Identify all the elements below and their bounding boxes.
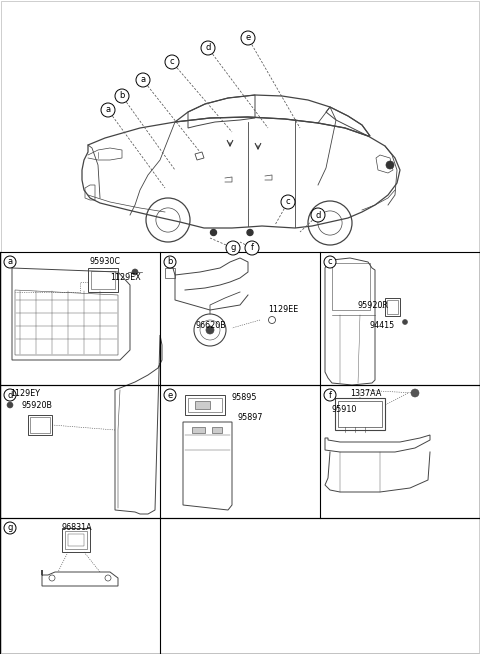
- Text: b: b: [168, 258, 173, 266]
- Circle shape: [201, 41, 215, 55]
- Text: 95930C: 95930C: [90, 256, 121, 266]
- Circle shape: [411, 389, 419, 397]
- Text: g: g: [7, 523, 12, 532]
- Text: 96620B: 96620B: [195, 320, 226, 330]
- Text: 95920B: 95920B: [22, 400, 53, 409]
- Circle shape: [4, 389, 16, 401]
- Text: c: c: [170, 58, 174, 67]
- Circle shape: [164, 256, 176, 268]
- Text: 1129EE: 1129EE: [268, 305, 298, 315]
- Polygon shape: [192, 427, 205, 433]
- Circle shape: [132, 269, 138, 275]
- Text: b: b: [120, 92, 125, 101]
- Text: e: e: [168, 390, 173, 400]
- Text: a: a: [7, 258, 12, 266]
- Circle shape: [245, 241, 259, 255]
- Text: d: d: [7, 390, 12, 400]
- Text: 95910: 95910: [332, 405, 358, 415]
- Circle shape: [206, 326, 214, 334]
- Text: f: f: [251, 243, 253, 252]
- Polygon shape: [195, 401, 210, 409]
- Text: c: c: [286, 198, 290, 207]
- Circle shape: [136, 73, 150, 87]
- Circle shape: [403, 320, 408, 324]
- Text: d: d: [315, 211, 321, 220]
- Circle shape: [101, 103, 115, 117]
- Circle shape: [281, 195, 295, 209]
- Text: 1129EX: 1129EX: [110, 273, 141, 283]
- Text: a: a: [106, 105, 110, 114]
- Text: 95920R: 95920R: [358, 300, 389, 309]
- Text: 94415: 94415: [370, 320, 395, 330]
- Text: e: e: [245, 33, 251, 43]
- Circle shape: [4, 522, 16, 534]
- Circle shape: [211, 230, 216, 235]
- Circle shape: [324, 256, 336, 268]
- Circle shape: [386, 161, 394, 169]
- Text: 96831A: 96831A: [62, 523, 93, 532]
- Circle shape: [115, 89, 129, 103]
- Text: d: d: [205, 44, 211, 52]
- Text: 1337AA: 1337AA: [350, 388, 382, 398]
- Circle shape: [241, 31, 255, 45]
- Circle shape: [7, 402, 13, 408]
- Circle shape: [4, 256, 16, 268]
- Circle shape: [164, 389, 176, 401]
- Circle shape: [165, 55, 179, 69]
- Circle shape: [311, 208, 325, 222]
- Text: g: g: [230, 243, 236, 252]
- Circle shape: [324, 389, 336, 401]
- Text: 1129EY: 1129EY: [10, 388, 40, 398]
- Circle shape: [247, 230, 253, 235]
- Text: f: f: [328, 390, 332, 400]
- Polygon shape: [212, 427, 222, 433]
- Circle shape: [226, 241, 240, 255]
- Text: a: a: [141, 75, 145, 84]
- Text: 95895: 95895: [232, 394, 257, 402]
- Text: c: c: [328, 258, 332, 266]
- Text: 95897: 95897: [238, 413, 264, 422]
